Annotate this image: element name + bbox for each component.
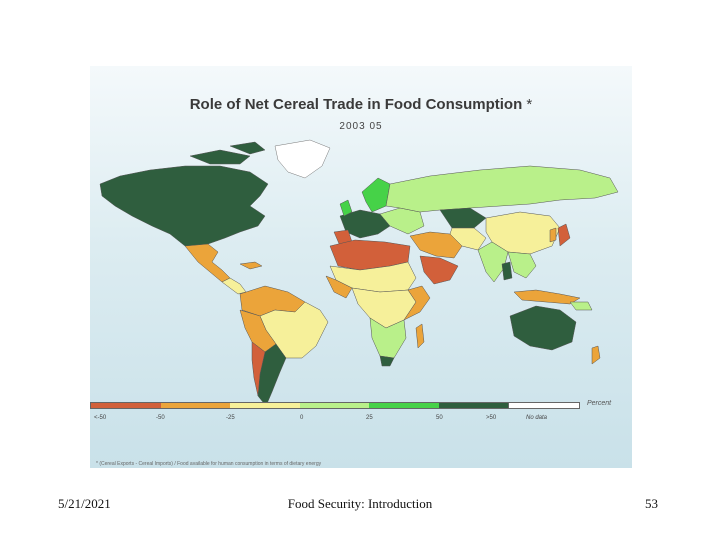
legend-label: >50 xyxy=(486,415,497,421)
legend-label: -25 xyxy=(226,415,235,421)
map-title-text: Role of Net Cereal Trade in Food Consump… xyxy=(189,96,523,113)
region-russia xyxy=(385,165,619,213)
region-japan xyxy=(557,223,571,247)
region-caribbean xyxy=(239,261,263,270)
footer-title: Food Security: Introduction xyxy=(287,496,433,511)
region-australia xyxy=(509,305,577,351)
region-new-zealand xyxy=(591,345,601,365)
region-madagascar xyxy=(415,323,425,349)
region-uk xyxy=(339,199,353,217)
region-canada-islands xyxy=(189,141,266,165)
region-greenland xyxy=(274,139,331,179)
region-chile xyxy=(251,341,266,397)
region-china xyxy=(485,211,561,255)
region-west-africa-coast xyxy=(325,275,353,299)
footer-page-number: 53 xyxy=(645,496,658,511)
legend-label: 0 xyxy=(300,415,304,421)
region-south-africa xyxy=(379,355,395,367)
region-indonesia xyxy=(513,289,581,305)
map-figure: Role of Net Cereal Trade in Food Consump… xyxy=(90,66,632,468)
map-title-marker: * xyxy=(526,96,533,113)
region-scandinavia xyxy=(361,177,391,213)
map-legend: Percent <-50 -50 -25 0 25 50 >50 No data xyxy=(90,400,632,432)
region-central-africa xyxy=(351,287,417,329)
footer-date: 5/21/2021 xyxy=(58,496,111,511)
legend-label: 50 xyxy=(436,415,443,421)
legend-swatch-6 xyxy=(438,403,509,408)
region-southeast-asia xyxy=(507,251,537,279)
region-thailand xyxy=(501,261,513,281)
legend-label: -50 xyxy=(156,415,165,421)
region-central-america xyxy=(221,277,247,295)
map-footnote: * (Cereal Exports - Cereal Imports) / Fo… xyxy=(96,461,322,467)
region-north-america xyxy=(99,165,269,253)
legend-swatch-2 xyxy=(160,403,231,408)
region-new-guinea xyxy=(569,301,593,311)
legend-swatch-4 xyxy=(299,403,370,408)
map-title: Role of Net Cereal Trade in Food Consump… xyxy=(90,96,632,113)
legend-label: <-50 xyxy=(94,415,107,421)
region-southern-africa xyxy=(369,317,407,359)
legend-swatch-3 xyxy=(230,403,300,408)
region-mexico xyxy=(184,243,231,283)
legend-no-data-label: No data xyxy=(526,415,548,421)
legend-swatch-5 xyxy=(369,403,439,408)
legend-swatch-no-data xyxy=(508,403,580,408)
map-subtitle: 2003 05 xyxy=(339,121,383,132)
region-arabia xyxy=(419,255,459,285)
legend-label: 25 xyxy=(366,415,373,421)
region-korea xyxy=(549,227,557,243)
legend-swatch-1 xyxy=(91,403,161,408)
region-eastern-europe xyxy=(379,207,425,235)
region-east-africa xyxy=(403,285,431,321)
legend-unit: Percent xyxy=(587,400,612,407)
region-kazakhstan xyxy=(439,207,487,229)
world-map xyxy=(99,139,619,407)
region-middle-east xyxy=(409,231,463,259)
legend-color-bar xyxy=(90,402,580,409)
